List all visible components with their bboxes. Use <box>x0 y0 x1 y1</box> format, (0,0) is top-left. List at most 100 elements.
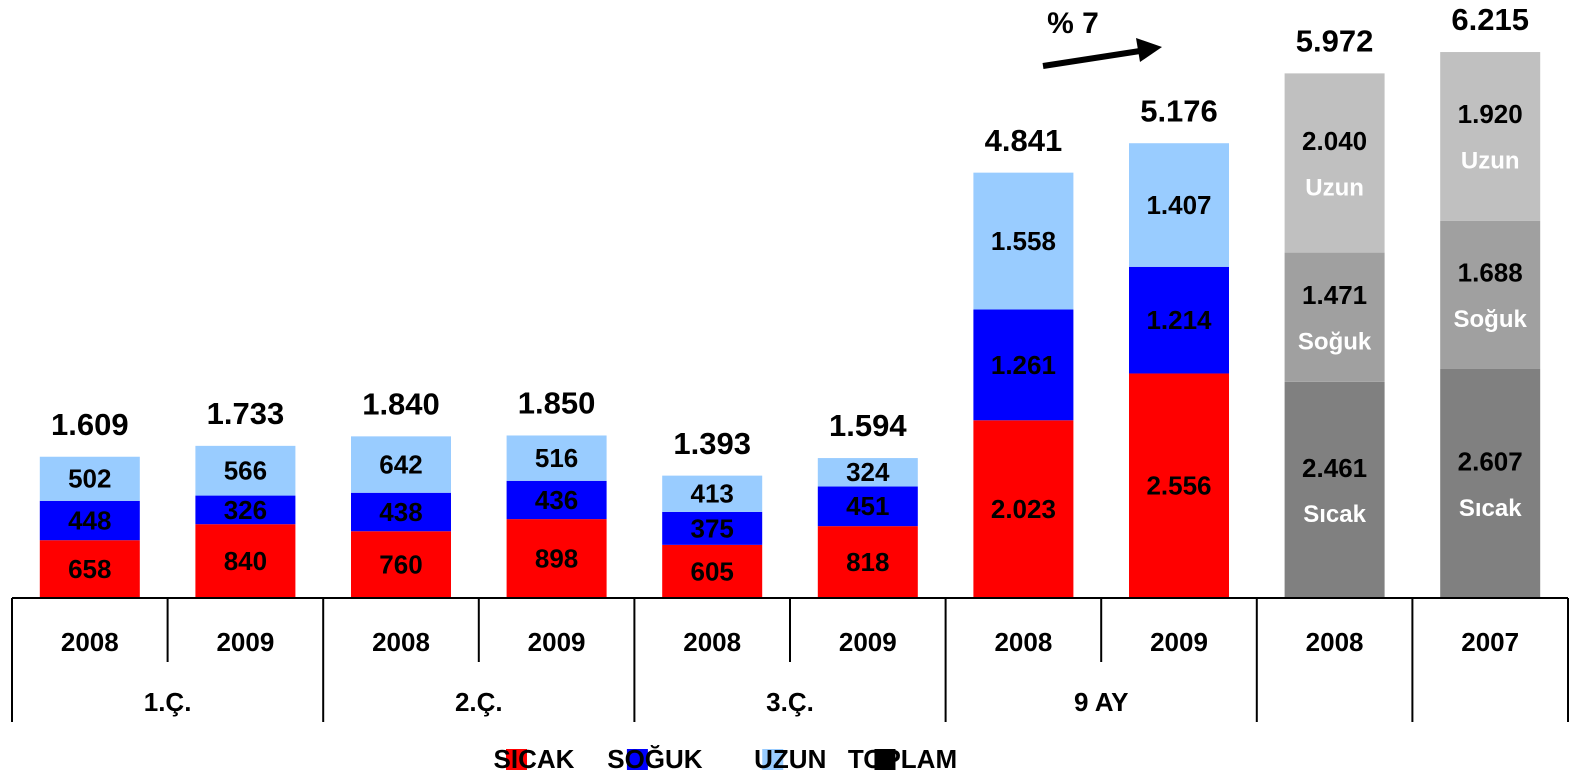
bar-segment <box>662 475 763 512</box>
bar-segment <box>817 458 918 487</box>
segment-label: 516 <box>535 443 578 473</box>
x-tick-label: 2009 <box>528 627 586 657</box>
legend-swatch <box>762 749 784 770</box>
segment-label: 1.407 <box>1146 190 1211 220</box>
segment-label: 436 <box>535 485 578 515</box>
bar-segment <box>1129 143 1229 267</box>
segment-name: Sıcak <box>1303 501 1366 528</box>
segment-label: 760 <box>379 549 422 579</box>
bar-segment <box>195 445 296 496</box>
segment-label: 438 <box>379 497 422 527</box>
x-tick-label: 2009 <box>839 627 897 657</box>
total-label: 1.594 <box>829 408 907 443</box>
group-label: 2.Ç. <box>455 687 503 717</box>
bar-segment <box>195 495 296 525</box>
x-tick-label: 2009 <box>1150 627 1208 657</box>
bar-segment <box>39 456 140 501</box>
bar-segment <box>1440 368 1541 598</box>
segment-label: 448 <box>68 505 111 535</box>
segment-label: 840 <box>224 546 267 576</box>
legend-label: SOĞUK <box>607 744 703 774</box>
segment-label: 566 <box>224 456 267 486</box>
legend-label: UZUN <box>754 744 826 774</box>
legend-swatch <box>626 749 648 770</box>
segment-label: 413 <box>691 479 734 509</box>
segment-label: 2.556 <box>1146 471 1211 501</box>
segment-label: 1.261 <box>991 350 1056 380</box>
segment-name: Uzun <box>1461 148 1520 175</box>
total-label: 1.609 <box>51 407 129 442</box>
bar-segment <box>351 492 451 532</box>
segment-label: 375 <box>691 513 734 543</box>
total-label: 4.841 <box>985 123 1063 158</box>
segment-name: Sıcak <box>1459 495 1522 522</box>
legend-label: SICAK <box>494 744 575 774</box>
group-label: 1.Ç. <box>144 687 192 717</box>
bar-segment <box>39 500 140 541</box>
total-label: 5.176 <box>1140 93 1218 128</box>
arrow-head <box>1136 38 1162 62</box>
segment-label: 898 <box>535 543 578 573</box>
segment-name: Soğuk <box>1298 329 1372 356</box>
segment-label: 324 <box>846 457 890 487</box>
bar-segment <box>817 486 918 527</box>
segment-label: 1.214 <box>1146 305 1212 335</box>
bar-segment <box>351 436 451 493</box>
bar-segment <box>506 519 607 598</box>
x-tick-label: 2008 <box>994 627 1052 657</box>
segment-label: 818 <box>846 547 889 577</box>
x-tick-label: 2009 <box>216 627 274 657</box>
segment-label: 605 <box>691 556 734 586</box>
segment-label: 642 <box>379 449 422 479</box>
segment-label: 2.023 <box>991 494 1056 524</box>
bar-segment <box>662 511 763 545</box>
trend-arrow <box>1042 48 1141 69</box>
segment-label: 658 <box>68 554 111 584</box>
x-tick-label: 2008 <box>372 627 430 657</box>
bar-segment <box>973 420 1074 598</box>
bar-segment <box>506 435 607 481</box>
segment-label: 1.471 <box>1302 280 1367 310</box>
x-tick-label: 2008 <box>61 627 119 657</box>
segment-label: 1.920 <box>1458 99 1523 129</box>
segment-label: 1.558 <box>991 226 1056 256</box>
legend-swatch <box>506 749 527 770</box>
group-label: 9 AY <box>1074 687 1128 717</box>
total-label: 6.215 <box>1451 2 1529 37</box>
bar-segment <box>1284 73 1385 253</box>
total-label: 1.850 <box>518 386 596 421</box>
total-label: 1.840 <box>362 387 440 422</box>
bar-segment <box>662 544 763 598</box>
segment-label: 2.040 <box>1302 126 1367 156</box>
x-tick-label: 2008 <box>1306 627 1364 657</box>
bar-segment <box>195 524 296 598</box>
segment-name: Soğuk <box>1454 306 1528 333</box>
segment-label: 2.461 <box>1302 453 1367 483</box>
bar-segment <box>973 172 1074 310</box>
segment-label: 326 <box>224 495 267 525</box>
legend-swatch <box>874 749 896 770</box>
bar-segment <box>817 526 918 598</box>
segment-label: 2.607 <box>1458 446 1523 476</box>
segment-name: Uzun <box>1305 174 1364 201</box>
total-label: 5.972 <box>1296 24 1374 59</box>
segment-label: 502 <box>68 464 111 494</box>
bar-segment <box>1129 266 1229 374</box>
x-tick-label: 2008 <box>683 627 741 657</box>
bar-segment <box>1284 381 1385 598</box>
bar-segment <box>973 309 1074 421</box>
total-label: 1.733 <box>207 396 285 431</box>
bar-segment <box>1284 252 1385 382</box>
bar-segment <box>1440 52 1541 221</box>
group-label: 3.Ç. <box>766 687 814 717</box>
total-label: 1.393 <box>673 426 751 461</box>
annotation: % 7 <box>1047 7 1099 40</box>
bar-segment <box>351 531 451 598</box>
bar-segment <box>39 540 140 598</box>
bar-segment <box>1129 373 1229 598</box>
segment-label: 451 <box>846 491 889 521</box>
bar-segment <box>506 480 607 520</box>
legend-label: TOPLAM <box>848 744 957 774</box>
bar-segment <box>1440 220 1541 369</box>
